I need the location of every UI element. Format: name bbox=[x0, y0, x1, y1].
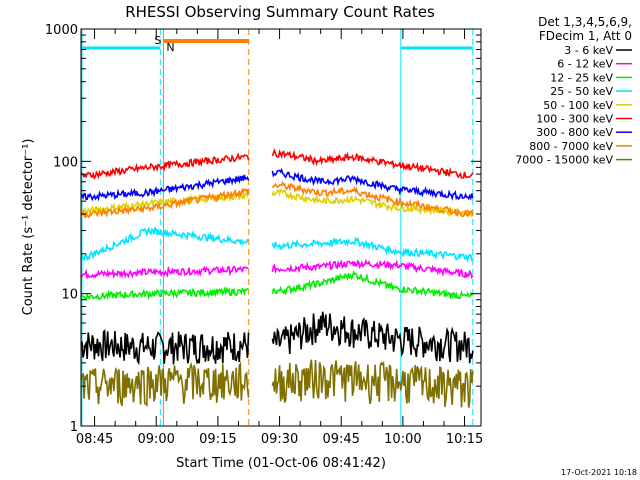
chart-title: RHESSI Observing Summary Count Rates bbox=[125, 3, 435, 21]
x-tick-label: 09:15 bbox=[199, 432, 236, 447]
series-line-5 bbox=[271, 148, 474, 179]
saa-marker: S bbox=[154, 29, 250, 426]
plot-frame bbox=[80, 28, 482, 427]
series-line-8 bbox=[80, 361, 250, 407]
series-line-7 bbox=[271, 180, 474, 218]
series-line-6 bbox=[80, 174, 250, 202]
series-line-3 bbox=[271, 236, 474, 263]
series-line-2 bbox=[271, 269, 474, 300]
series-line-0 bbox=[80, 329, 250, 366]
y-tick-label: 1 bbox=[70, 420, 78, 435]
x-tick-label: 09:30 bbox=[261, 432, 298, 447]
legend-label: 100 - 300 keV bbox=[536, 113, 613, 126]
x-axis: 08:45 09:00 09:15 09:30 09:45 10:00 10:15 bbox=[76, 29, 483, 447]
series-line-6 bbox=[271, 167, 474, 201]
legend-label: 300 - 800 keV bbox=[536, 126, 613, 139]
series-line-1 bbox=[80, 265, 249, 280]
x-tick-label: 09:00 bbox=[137, 432, 174, 447]
legend-label: 800 - 7000 keV bbox=[529, 140, 613, 153]
y-tick-label: 1000 bbox=[45, 23, 78, 38]
legend-label: 6 - 12 keV bbox=[557, 58, 613, 71]
legend-label: 50 - 100 keV bbox=[543, 99, 613, 112]
y-tick-label: 100 bbox=[53, 155, 78, 170]
series-group bbox=[80, 148, 474, 408]
series-line-2 bbox=[80, 286, 249, 302]
x-tick-label: 10:00 bbox=[384, 432, 421, 447]
series-line-3 bbox=[80, 226, 250, 262]
y-tick-label: 10 bbox=[61, 288, 78, 303]
series-line-8 bbox=[271, 359, 474, 408]
legend-label: 12 - 25 keV bbox=[550, 71, 613, 84]
series-line-1 bbox=[271, 258, 474, 280]
legend-label: 25 - 50 keV bbox=[550, 85, 613, 98]
legend: Det 1,3,4,5,6,9, FDecim 1, Att 0 3 - 6 k… bbox=[515, 15, 632, 167]
x-tick-label: 09:45 bbox=[322, 432, 359, 447]
legend-header-2: FDecim 1, Att 0 bbox=[539, 29, 632, 43]
series-line-7 bbox=[80, 187, 250, 220]
series-line-0 bbox=[271, 311, 474, 364]
footer-timestamp: 17-Oct-2021 10:18 bbox=[561, 468, 637, 477]
y-axis: 1 10 100 1000 bbox=[45, 23, 481, 435]
y-axis-label: Count Rate (s⁻¹ detector⁻¹) bbox=[21, 139, 36, 316]
legend-label: 7000 - 15000 keV bbox=[515, 154, 613, 167]
series-line-4 bbox=[271, 188, 474, 218]
x-axis-label: Start Time (01-Oct-06 08:41:42) bbox=[176, 456, 386, 471]
x-tick-label: 08:45 bbox=[76, 432, 113, 447]
night-flag-label: N bbox=[166, 41, 174, 54]
x-tick-label: 10:15 bbox=[446, 432, 483, 447]
night-markers: N bbox=[81, 29, 474, 426]
legend-header-1: Det 1,3,4,5,6,9, bbox=[538, 15, 632, 29]
series-line-5 bbox=[80, 152, 250, 181]
saa-flag-label: S bbox=[154, 34, 161, 47]
legend-label: 3 - 6 keV bbox=[564, 44, 613, 57]
